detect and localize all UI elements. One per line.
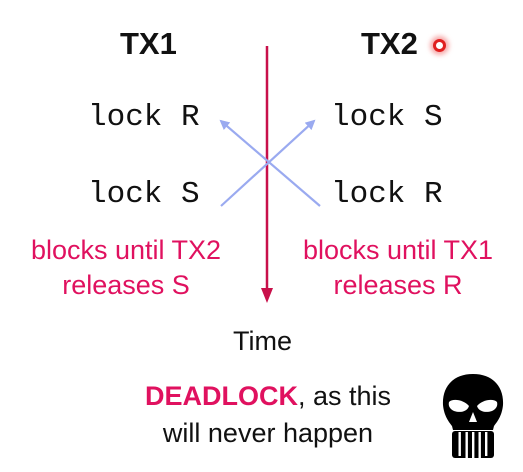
tx2-note-line-1: blocks until TX1 (302, 235, 494, 265)
time-axis-arrowhead (261, 288, 273, 303)
tx2-block-note: blocks until TX1 releases R (282, 233, 514, 303)
conclusion-line-2: will never happen (162, 418, 374, 448)
conclusion-text: DEADLOCK, as this will never happen (118, 378, 418, 452)
tx2-note-line-2: releases R (333, 270, 463, 300)
tx1-op-2: lock S (88, 177, 200, 212)
time-label: Time (233, 326, 292, 356)
conclusion-line-1: DEADLOCK, as this (118, 378, 418, 415)
tx1-title: TX1 (120, 26, 177, 61)
tx1-note-line-2: releases S (62, 270, 190, 300)
arrow-tx2-lockR-to-tx1-lockR (219, 119, 321, 207)
tx2-op-2: lock R (331, 177, 443, 212)
tx1-block-note: blocks until TX2 releases S (8, 233, 244, 303)
skull-icon (442, 374, 504, 458)
tx1-op-1: lock R (88, 100, 200, 135)
arrow-tx1-lockS-to-tx2-lockS (220, 119, 316, 207)
deadlock-highlight: DEADLOCK (144, 381, 298, 411)
tx2-title: TX2 (361, 26, 418, 61)
red-dot-icon (433, 39, 446, 52)
tx1-note-line-1: blocks until TX2 (30, 235, 222, 265)
tx2-op-1: lock S (331, 100, 443, 135)
conclusion-line-1-rest: , as this (297, 381, 392, 411)
